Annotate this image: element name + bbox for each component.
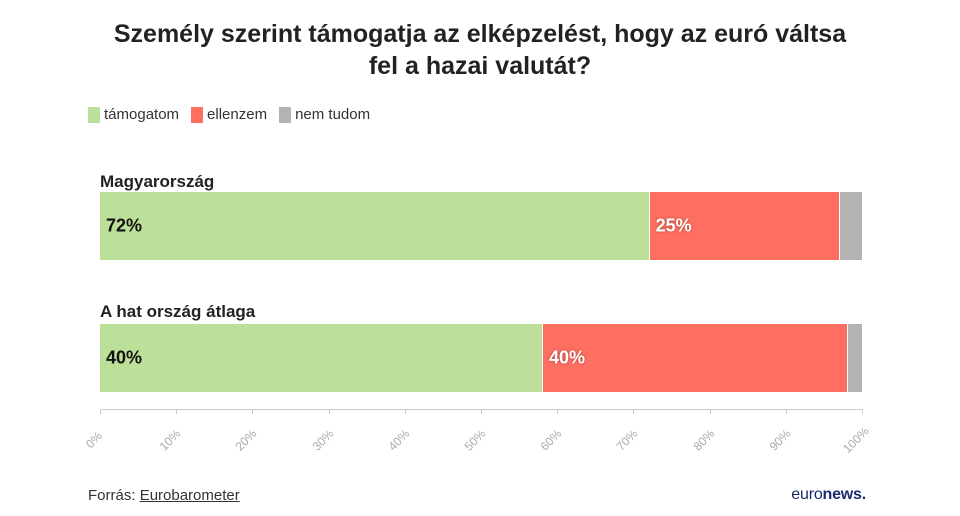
x-tick	[862, 409, 863, 414]
bar-segment[interactable]: 72%	[100, 192, 649, 260]
x-tick-label: 10%	[156, 426, 184, 454]
x-tick-label: 0%	[82, 428, 106, 452]
chart-title-line-2: fel a hazai valutát?	[368, 52, 592, 80]
legend-swatch-oppose	[191, 106, 204, 123]
bar-segment[interactable]: 40%	[100, 324, 542, 392]
data-label: 40%	[106, 347, 143, 368]
x-tick	[100, 409, 101, 414]
x-tick	[405, 409, 406, 414]
legend: támogatom ellenzem nem tudom	[88, 106, 370, 123]
bar-segment[interactable]	[839, 192, 862, 260]
source-note: Forrás: Eurobarometer	[88, 487, 240, 504]
legend-item-support[interactable]: támogatom	[88, 106, 179, 123]
x-tick-label: 20%	[232, 426, 260, 454]
x-tick	[710, 409, 711, 414]
category-label: A hat ország átlaga	[100, 302, 256, 321]
x-tick-label: 70%	[613, 426, 641, 454]
logo-regular: euro	[791, 486, 823, 503]
legend-label-oppose: ellenzem	[207, 106, 268, 123]
legend-item-oppose[interactable]: ellenzem	[191, 106, 267, 123]
x-tick	[176, 409, 177, 414]
bar-segment[interactable]	[846, 324, 862, 392]
bar-segment[interactable]: 25%	[648, 192, 840, 260]
source-link[interactable]: Eurobarometer	[139, 487, 240, 504]
legend-item-dont-know[interactable]: nem tudom	[279, 106, 370, 123]
x-tick-label: 90%	[766, 426, 794, 454]
logo-bold: news.	[822, 486, 867, 503]
legend-label-dont-know: nem tudom	[295, 106, 371, 123]
x-tick-label: 80%	[690, 426, 718, 454]
x-tick	[557, 409, 558, 414]
chart-title: Személy szerint támogatja az elképzelést…	[80, 18, 880, 82]
stacked-bar: 40% 40%	[100, 324, 862, 392]
data-label: 40%	[548, 347, 585, 368]
x-tick-label: 30%	[309, 426, 337, 454]
data-label: 72%	[106, 215, 143, 236]
bar-segment[interactable]: 40%	[541, 324, 847, 392]
x-tick	[329, 409, 330, 414]
chart-title-line-1: Személy szerint támogatja az elképzelést…	[113, 20, 847, 48]
data-label: 25%	[655, 215, 692, 236]
x-tick-label: 50%	[461, 426, 489, 454]
x-tick	[633, 409, 634, 414]
x-tick-label: 60%	[537, 426, 565, 454]
x-tick	[481, 409, 482, 414]
x-tick	[786, 409, 787, 414]
x-tick-label: 40%	[385, 426, 413, 454]
legend-swatch-dont-know	[279, 106, 292, 123]
stacked-bar: 72% 25%	[100, 192, 862, 260]
legend-label-support: támogatom	[104, 106, 180, 123]
source-prefix: Forrás:	[88, 487, 136, 504]
x-tick-label: 100%	[840, 424, 872, 456]
legend-swatch-support	[88, 106, 100, 123]
euronews-logo: euronews.	[791, 486, 866, 504]
x-tick	[252, 409, 253, 414]
category-label: Magyarország	[100, 172, 215, 191]
